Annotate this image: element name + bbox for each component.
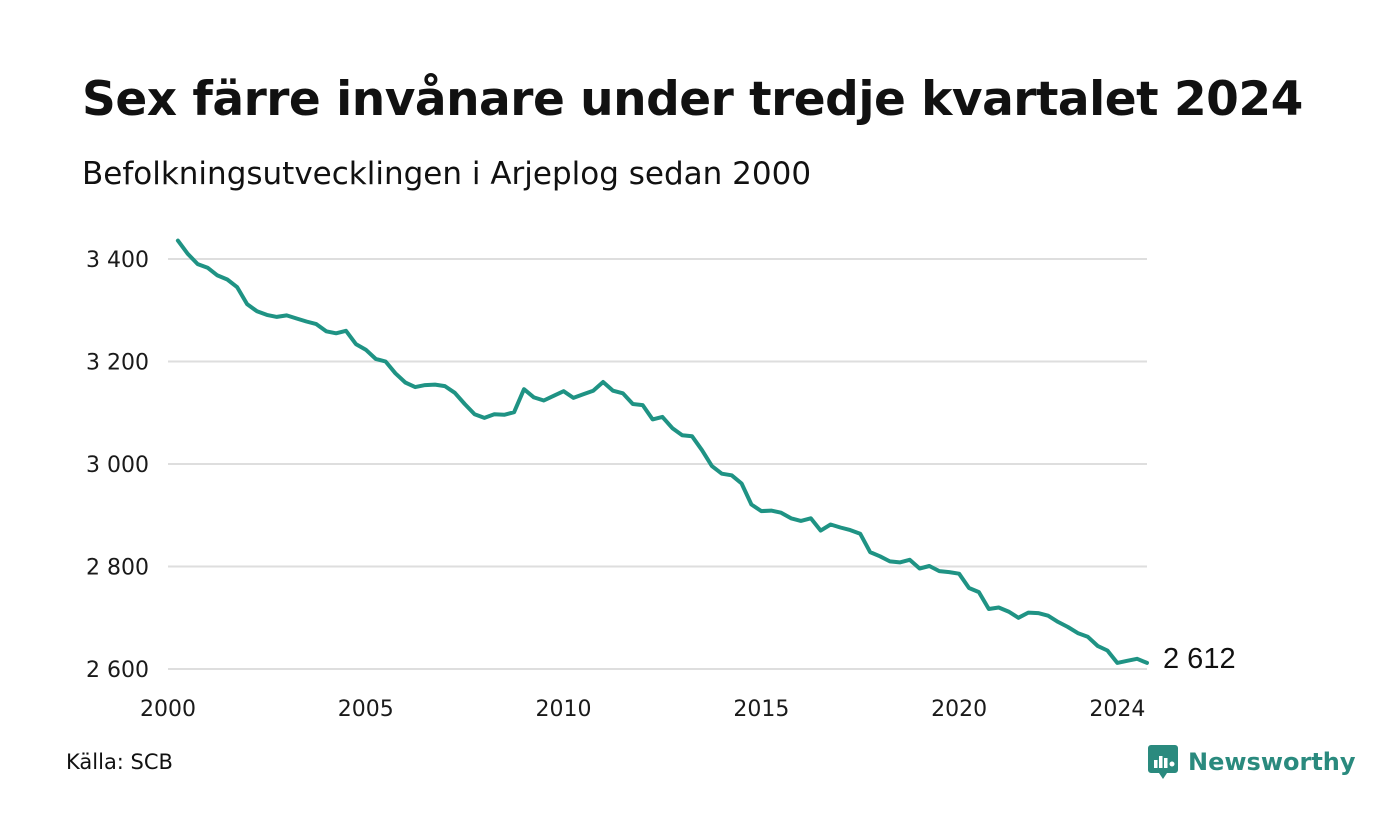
x-tick-label: 2020 [931,697,987,722]
chart-subtitle: Befolkningsutvecklingen i Arjeplog sedan… [82,156,812,192]
newsworthy-brand[interactable]: Newsworthy [1148,744,1356,780]
x-tick-label: 2010 [536,697,592,722]
y-tick-label: 2 800 [86,556,149,581]
chart-title: Sex färre invånare under tredje kvartale… [82,72,1303,127]
x-tick-label: 2015 [733,697,789,722]
newsworthy-brand-name: Newsworthy [1188,748,1356,776]
y-tick-label: 3 000 [86,453,149,478]
y-tick-label: 3 200 [86,351,149,376]
x-tick-label: 2024 [1089,697,1145,722]
source-label: Källa: SCB [66,750,173,774]
y-tick-label: 3 400 [86,248,149,273]
end-value-label: 2 612 [1163,643,1236,675]
newsworthy-logo-icon [1148,745,1178,779]
x-tick-label: 2005 [338,697,394,722]
series-line [175,238,1149,665]
x-tick-label: 2000 [140,697,196,722]
y-tick-label: 2 600 [86,658,149,683]
